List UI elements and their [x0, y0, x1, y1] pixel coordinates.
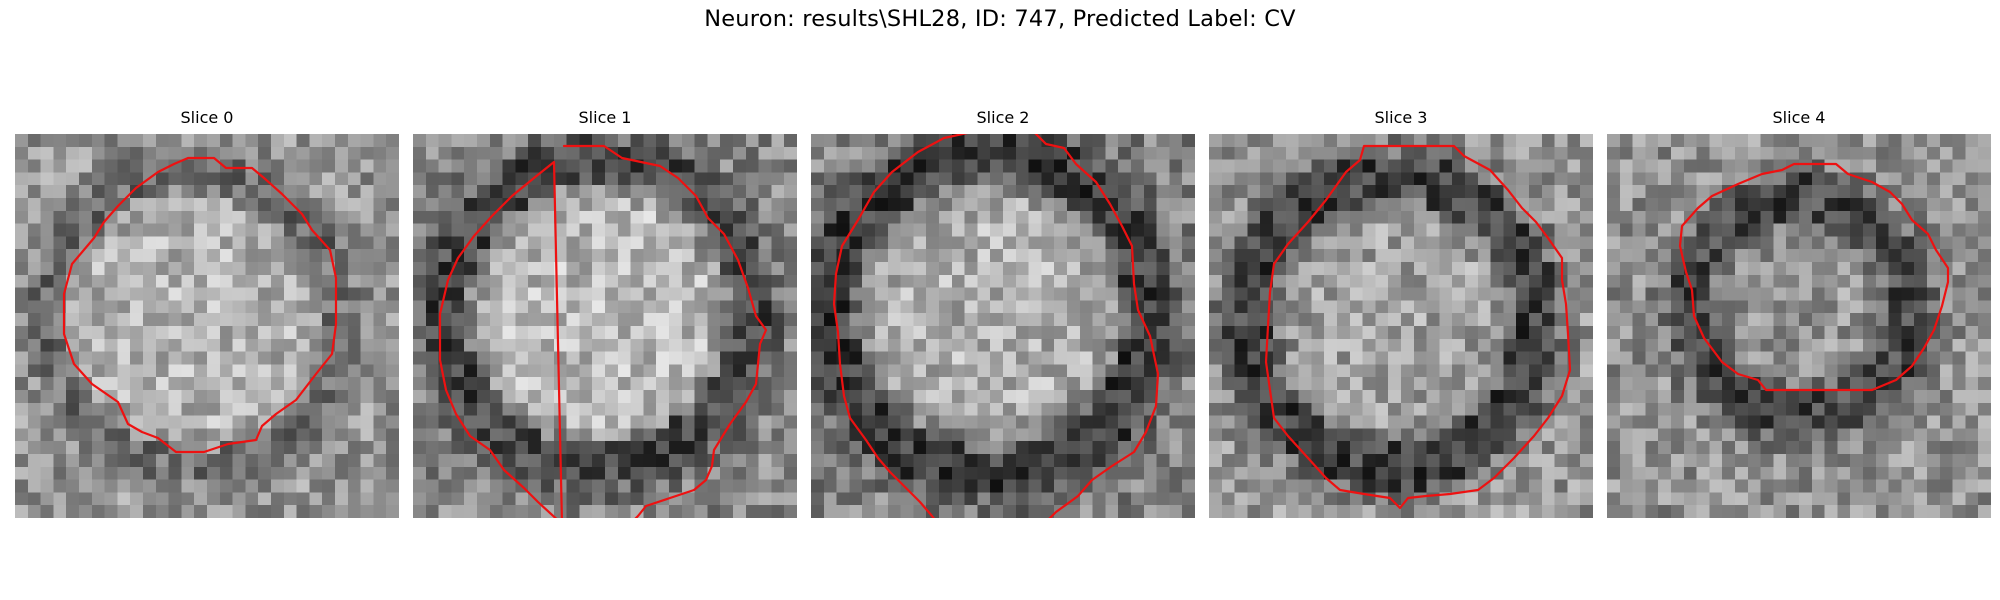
- slice-contour-4: [1607, 134, 1991, 518]
- slice-contour-0: [15, 134, 399, 518]
- figure-title: Neuron: results\SHL28, ID: 747, Predicte…: [0, 6, 2000, 32]
- slice-title-2: Slice 2: [811, 108, 1195, 128]
- slice-contour-3: [1209, 134, 1593, 518]
- slice-image-1: [413, 134, 797, 518]
- slice-image-2: [811, 134, 1195, 518]
- slice-image-0: [15, 134, 399, 518]
- slice-image-4: [1607, 134, 1991, 518]
- slice-title-1: Slice 1: [413, 108, 797, 128]
- slice-contour-1: [413, 134, 797, 518]
- slice-title-3: Slice 3: [1209, 108, 1593, 128]
- slice-contour-2: [811, 134, 1195, 518]
- slice-title-0: Slice 0: [15, 108, 399, 128]
- slice-image-3: [1209, 134, 1593, 518]
- slice-title-4: Slice 4: [1607, 108, 1991, 128]
